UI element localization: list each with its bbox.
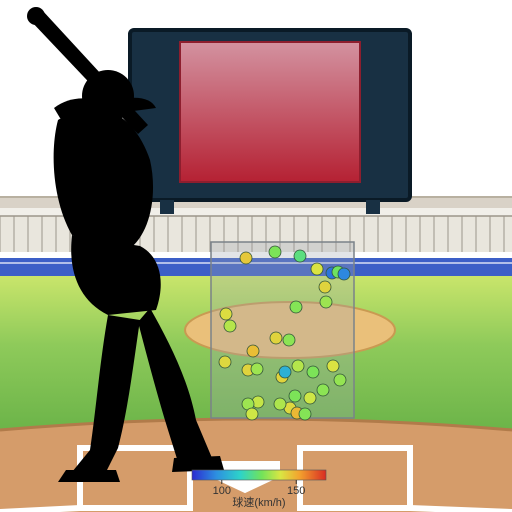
pitch-point <box>283 334 295 346</box>
pitch-point <box>219 356 231 368</box>
pitch-point <box>274 398 286 410</box>
pitch-point <box>246 408 258 420</box>
pitch-point <box>307 366 319 378</box>
pitch-point <box>327 360 339 372</box>
pitch-point <box>290 301 302 313</box>
pitch-point <box>311 263 323 275</box>
pitch-point <box>279 366 291 378</box>
pitch-point <box>294 250 306 262</box>
pitch-point <box>270 332 282 344</box>
colorbar-title: 球速(km/h) <box>232 495 285 509</box>
pitch-point <box>299 408 311 420</box>
pitch-point <box>251 363 263 375</box>
pitch-point <box>292 360 304 372</box>
pitch-point <box>334 374 346 386</box>
pitch-point <box>240 252 252 264</box>
pitch-point <box>304 392 316 404</box>
pitch-point <box>289 390 301 402</box>
pitch-chart: 100 150 球速(km/h) <box>0 0 512 512</box>
pitch-point <box>320 296 332 308</box>
pitch-point <box>220 308 232 320</box>
pitch-point <box>224 320 236 332</box>
scoreboard <box>130 30 410 214</box>
pitch-point <box>269 246 281 258</box>
pitch-point <box>317 384 329 396</box>
colorbar-tick-label: 100 <box>213 485 231 497</box>
pitch-point <box>338 268 350 280</box>
colorbar-tick-label: 150 <box>287 485 305 497</box>
pitch-point <box>247 345 259 357</box>
pitch-point <box>319 281 331 293</box>
